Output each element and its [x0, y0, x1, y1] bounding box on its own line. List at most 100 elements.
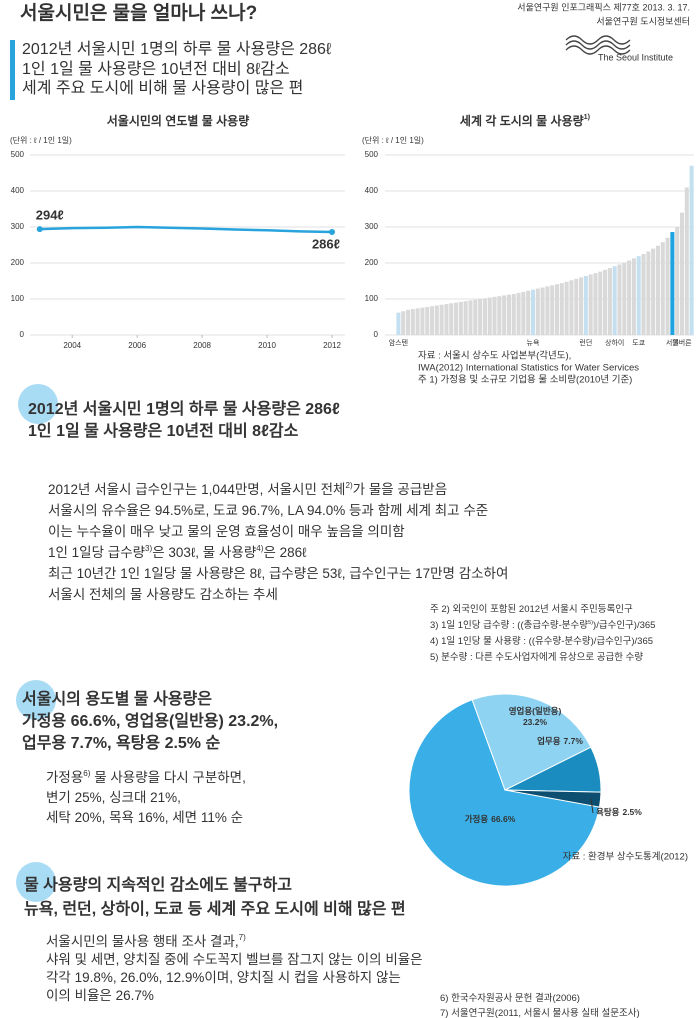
text-segment: )/급수인구)/365: [593, 620, 655, 631]
x-tick-label: 뉴욕: [527, 339, 540, 347]
text-segment: 가정용: [46, 770, 83, 785]
bar: [463, 301, 468, 335]
section-heading: 2012년 서울시민 1명의 하루 물 사용량은 286ℓ: [28, 399, 340, 418]
pie-slice: [471, 693, 592, 791]
section-heading: 뉴욕, 런던, 상하이, 도쿄 등 세계 주요 도시에 비해 많은 편: [24, 899, 406, 918]
text-line: 이의 비율은 26.7%: [46, 988, 154, 1003]
bar: [401, 311, 406, 335]
text-line: 서울시 전체의 물 사용량도 감소하는 추세: [48, 587, 278, 602]
section-heading: 가정용 66.6%, 영업용(일반용) 23.2%,: [22, 712, 278, 730]
bar: [550, 285, 555, 335]
bar: [415, 308, 420, 335]
value-label: 286ℓ: [312, 236, 340, 251]
slice-label: 가정용 66.6%: [465, 814, 516, 824]
value-label: 294ℓ: [36, 208, 64, 223]
y-tick-label: 400: [11, 186, 25, 195]
text-line: 7) 서울연구원(2011, 서울시 물사용 실태 설문조사): [440, 1008, 640, 1018]
bar: [598, 271, 603, 335]
text-segment: 3) 1일 1인당 급수량 : ((총급수량-분수량: [430, 619, 588, 631]
bar: [646, 251, 651, 335]
x-tick-label: 2006: [128, 341, 146, 350]
bar: [569, 280, 574, 335]
bar: [516, 292, 521, 335]
bar: [679, 212, 685, 335]
bar: [655, 245, 660, 335]
text-segment: 4) 1일 1인당 물 사용량 : ((유수량-분수량)/급수인구)/365: [430, 635, 653, 647]
bar: [497, 296, 502, 335]
y-tick-label: 0: [20, 330, 25, 339]
text-line: 이는 누수율이 매우 낮고 물의 운영 효율성이 매우 높음을 의미함: [48, 524, 405, 539]
bar: [641, 254, 646, 335]
y-tick-label: 500: [11, 150, 25, 159]
bar: [689, 165, 694, 335]
slice-label: 업무용 7.7%: [537, 736, 583, 746]
bar: [588, 274, 593, 335]
bar: [579, 277, 584, 335]
bar: [487, 297, 492, 335]
pie-slice: [408, 699, 601, 887]
chart-title: 세계 각 도시의 물 사용량1): [460, 112, 591, 128]
unit-label: (단위 : ℓ / 1인 1일): [10, 135, 72, 145]
bar: [492, 296, 497, 335]
bar: [675, 227, 680, 335]
text-line: 3) 1일 1인당 급수량 : ((총급수량-분수량5))/급수인구)/365: [430, 619, 655, 631]
heading-dot: [18, 384, 58, 424]
text-segment: 주 2) 외국인이 포함된 2012년 서울시 주민등록인구: [430, 603, 633, 615]
text-segment: 가 물을 공급받음: [353, 482, 447, 497]
y-tick-label: 100: [365, 294, 379, 303]
text-segment: 세계 각 도시의 물 사용량: [460, 113, 584, 128]
slice-value: 7.7%: [564, 736, 584, 746]
y-tick-label: 300: [11, 222, 25, 231]
superscript: 3): [145, 544, 153, 553]
bar: [574, 278, 579, 335]
bar: [526, 290, 531, 335]
heading-dot: [16, 680, 56, 720]
logo: [565, 35, 631, 55]
bar: [564, 281, 569, 335]
slice-value: 2.5%: [622, 807, 642, 817]
text-line: 세탁 20%, 목욕 16%, 세면 11% 순: [46, 810, 243, 825]
publisher-line: 서울연구원 인포그래픽스 제77호 2013. 3. 17.: [517, 2, 690, 12]
bar: [478, 299, 483, 335]
bar: [603, 269, 608, 335]
text-segment: 변기 25%, 싱크대 21%,: [46, 790, 181, 805]
slice-category: 가정용: [465, 814, 489, 824]
bar: [622, 262, 627, 335]
text-segment: 서울시 전체의 물 사용량도 감소하는 추세: [48, 587, 278, 602]
text-line: 5) 분수량 : 다른 수도사업자에게 유상으로 공급한 수량: [430, 651, 643, 663]
text-line: 변기 25%, 싱크대 21%,: [46, 790, 181, 805]
pie-slice: [504, 789, 602, 808]
bar: [665, 237, 670, 335]
x-tick-label: 2010: [258, 341, 276, 350]
section-heading: 업무용 7.7%, 욕탕용 2.5% 순: [22, 734, 220, 752]
bar: [535, 288, 540, 335]
section-heading: 물 사용량의 지속적인 감소에도 불구하고: [24, 875, 292, 894]
publisher-line: 서울연구원 도시정보센터: [596, 16, 690, 26]
section-heading: 1인 1일 물 사용량은 10년전 대비 8ℓ감소: [28, 421, 299, 440]
text-line: 서울시의 유수율은 94.5%로, 도쿄 96.7%, LA 94.0% 등과 …: [48, 503, 488, 518]
data-point: [329, 229, 336, 236]
bar: [482, 298, 487, 335]
bar: [545, 286, 550, 335]
bar: [511, 293, 516, 335]
bar: [607, 268, 612, 335]
text-line: 샤워 및 세면, 양치질 중에 수도꼭지 벨브를 잠그지 않는 이의 비율은: [46, 952, 423, 967]
text-line: 가정용6) 물 사용량을 다시 구분하면,: [46, 769, 246, 785]
slice-value: 66.6%: [491, 814, 516, 824]
x-tick-label: 멜버른: [672, 338, 692, 347]
x-tick-label: 서울: [666, 338, 679, 347]
text-segment: 각각 19.8%, 26.0%, 12.9%이며, 양치질 시 컵을 사용하지 …: [46, 970, 401, 985]
text-segment: 5) 분수량 : 다른 수도사업자에게 유상으로 공급한 수량: [430, 651, 643, 663]
text-line: 1인 1일당 급수량3)은 303ℓ, 물 사용량4)은 286ℓ: [48, 544, 307, 560]
heading-dot: [16, 862, 56, 902]
bar: [454, 302, 459, 335]
source-note: 자료 : 서울시 상수도 사업본부(각년도),: [418, 350, 571, 362]
chart-title: 서울시민의 연도별 물 사용량: [107, 113, 249, 128]
bar: [554, 284, 560, 335]
text-segment: 서울시의 유수율은 94.5%로, 도쿄 96.7%, LA 94.0% 등과 …: [48, 503, 488, 518]
unit-label: (단위 : ℓ / 1인 1일): [362, 135, 424, 145]
accent-bar: [10, 40, 15, 100]
bar: [420, 307, 425, 335]
bar: [617, 264, 622, 335]
